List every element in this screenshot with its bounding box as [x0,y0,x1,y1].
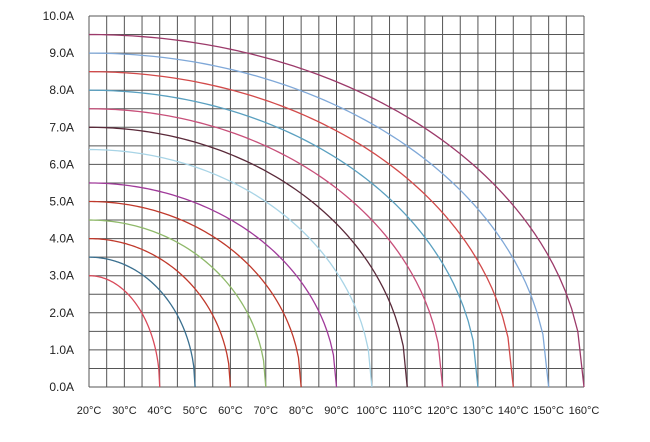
series-line-9 [88,108,444,388]
y-tick-label: 3.0A [49,269,74,283]
x-tick-label: 90°C [324,405,349,417]
x-axis-ticks: 20°C 30°C 40°C 50°C 60°C 70°C 80°C 90°C 100°C 110… [77,405,600,417]
x-tick-label: 110°C [392,405,422,417]
y-tick-label: 7.0A [49,120,74,134]
series-line-4 [88,219,267,388]
y-tick-label: 0.0A [49,380,74,394]
y-tick-label: 9.0A [49,46,74,60]
series-line-3 [88,237,232,388]
x-tick-label: 120°C [427,405,458,417]
series-line-13 [88,33,585,388]
series-line-1 [88,275,161,388]
grid [88,15,585,388]
series-line-8 [88,126,408,388]
series-line-12 [88,52,550,388]
y-tick-label: 10.0A [43,9,74,23]
x-tick-label: 20°C [77,405,102,417]
series-lines [88,33,585,388]
x-tick-label: 130°C [463,405,494,417]
x-tick-label: 80°C [289,405,314,417]
series-line-2 [88,256,196,388]
x-tick-label: 160°C [569,405,600,417]
x-tick-label: 40°C [147,405,172,417]
y-tick-label: 4.0A [49,232,74,246]
y-tick-label: 5.0A [49,195,74,209]
x-tick-label: 150°C [533,405,564,417]
series-line-7 [88,148,373,388]
y-axis-ticks: 0.0A 1.0A 2.0A 3.0A 4.0A 5.0A 6.0A 7.0A 8.0A 9.0A… [43,9,74,394]
y-tick-label: 2.0A [49,306,74,320]
x-tick-label: 100°C [357,405,388,417]
x-tick-label: 30°C [112,405,137,417]
series-line-5 [88,200,302,388]
x-tick-label: 140°C [498,405,529,417]
y-tick-label: 6.0A [49,157,74,171]
x-tick-label: 50°C [183,405,208,417]
series-line-10 [88,89,479,388]
y-tick-label: 1.0A [49,343,74,357]
y-tick-label: 8.0A [49,83,74,97]
x-tick-label: 70°C [253,405,278,417]
x-tick-label: 60°C [218,405,243,417]
series-line-6 [88,182,338,388]
series-line-11 [88,71,514,388]
